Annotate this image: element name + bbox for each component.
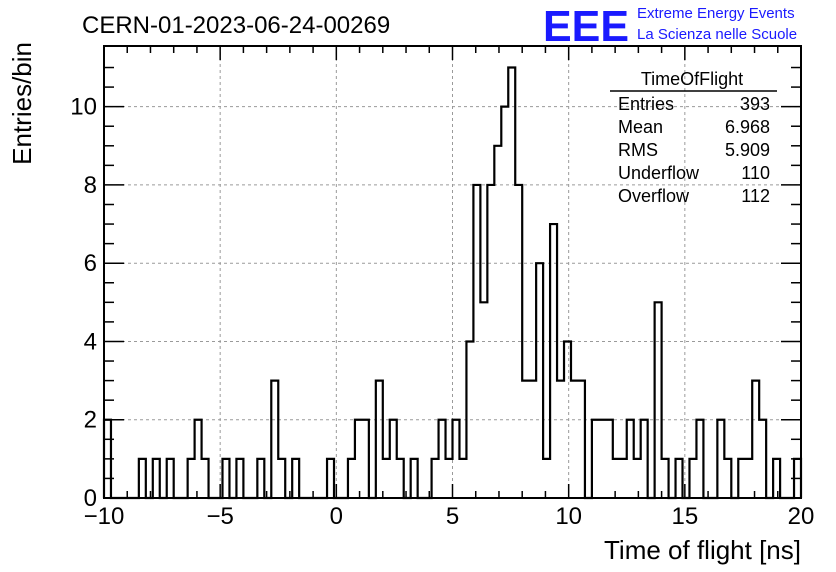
- stats-row-value: 6.968: [725, 117, 770, 137]
- y-tick-label: 8: [84, 172, 97, 199]
- y-tick-labels: 0 2 4 6 8 10: [70, 94, 97, 512]
- stats-rows: Entries 393 Mean 6.968 RMS 5.909 Underflow 110 O…: [618, 94, 770, 206]
- y-tick-label: 10: [70, 94, 97, 121]
- stats-box-title: TimeOfFlight: [641, 69, 743, 89]
- stats-box: TimeOfFlight Entries 393 Mean 6.968 RMS 5.909…: [610, 69, 777, 206]
- y-tick-label: 0: [84, 485, 97, 512]
- stats-row-label: RMS: [618, 140, 658, 160]
- y-axis-label: Entries/bin: [7, 42, 37, 165]
- y-tick-label: 4: [84, 328, 97, 355]
- axis-ticks: [103, 46, 802, 499]
- x-axis-label: Time of flight [ns]: [604, 535, 801, 565]
- stats-row-value: 112: [741, 186, 770, 206]
- x-tick-label: 5: [446, 503, 459, 530]
- stats-row-value: 110: [741, 163, 770, 183]
- y-tick-label: 2: [84, 407, 97, 434]
- x-tick-label: −5: [206, 503, 233, 530]
- logo-line-2: La Scienza nelle Scuole: [637, 26, 797, 43]
- x-tick-label: −10: [84, 503, 125, 530]
- x-tick-labels: −10 −5 0 5 10 15 20: [84, 503, 815, 530]
- logo-line-1: Extreme Energy Events: [637, 5, 795, 22]
- eee-logo: EEE: [543, 2, 629, 51]
- stats-row-label: Entries: [618, 94, 674, 114]
- stats-row-label: Overflow: [618, 186, 690, 206]
- x-tick-label: 20: [788, 503, 815, 530]
- x-tick-label: 10: [555, 503, 582, 530]
- stats-row-value: 5.909: [725, 140, 770, 160]
- x-tick-label: 0: [330, 503, 343, 530]
- stats-row-value: 393: [740, 94, 770, 114]
- stats-row-label: Underflow: [618, 163, 700, 183]
- chart-title: CERN-01-2023-06-24-00269: [82, 12, 390, 39]
- y-tick-label: 6: [84, 250, 97, 277]
- stats-row-label: Mean: [618, 117, 663, 137]
- x-tick-label: 15: [671, 503, 698, 530]
